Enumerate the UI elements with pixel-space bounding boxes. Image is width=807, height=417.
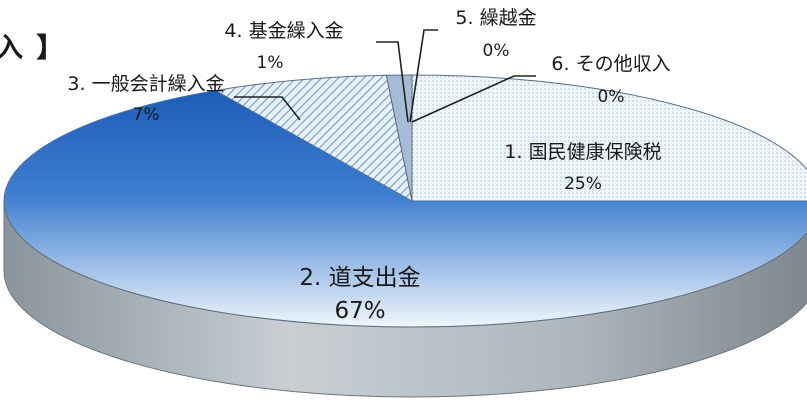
- slice-percent-3: 7%: [133, 105, 160, 125]
- slice-percent-6: 0%: [598, 87, 625, 107]
- leader-line-3: [409, 29, 438, 123]
- chart-title-fragment: 入 】: [0, 33, 66, 64]
- slice-label-4: 4. 基金繰入金: [224, 20, 343, 42]
- slice-label-1: 1. 国民健康保険税: [504, 141, 661, 163]
- pie-slice-3: [213, 74, 413, 202]
- pie-slice-1: [411, 74, 807, 202]
- pie-labels: 1. 国民健康保険税 25% 2. 道支出金 67% 3. 一般会計繰入金 7% 4. 基金…: [67, 7, 670, 324]
- slice-percent-2: 67%: [334, 298, 385, 324]
- slice-percent-4: 1%: [257, 53, 284, 73]
- pie-slice-2: [3, 90, 807, 328]
- slice-label-6: 6. その他収入: [551, 53, 670, 75]
- pie-slices: [3, 74, 807, 328]
- leader-line-4: [411, 75, 536, 123]
- slice-label-5: 5. 繰越金: [455, 7, 536, 29]
- slice-percent-5: 0%: [483, 41, 510, 61]
- leader-line-2: [376, 41, 409, 123]
- slice-percent-1: 25%: [564, 174, 602, 194]
- slice-label-2: 2. 道支出金: [299, 265, 420, 291]
- slice-label-3: 3. 一般会計繰入金: [67, 73, 224, 95]
- leader-line-1: [234, 96, 301, 121]
